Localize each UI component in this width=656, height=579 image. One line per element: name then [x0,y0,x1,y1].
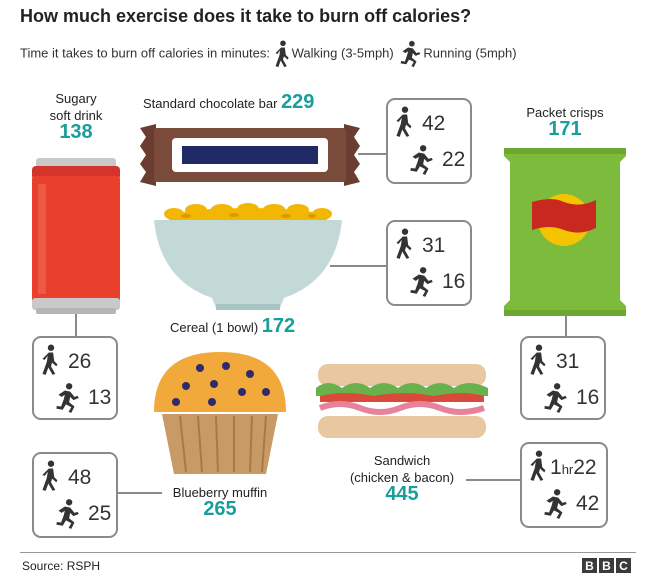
soft-drink-name-1: Sugary [55,91,97,106]
cereal-label: Cereal (1 bowl) 172 [170,315,296,337]
walking-icon [396,228,412,259]
sandwich-walk-hr-unit: hr [561,462,574,477]
connector-line [565,314,567,338]
chocolate-box: 42 22 [386,98,472,184]
soft-drink-walk: 26 [68,350,92,373]
muffin-calories: 265 [203,498,237,520]
sandwich-label: Sandwich (chicken & bacon) 445 [332,452,472,505]
sandwich-name-1: Sandwich [373,453,431,468]
muffin-walk: 48 [68,466,92,489]
walking-icon [275,40,289,68]
muffin-icon [154,352,286,474]
crisps-box: 31 16 [520,336,606,420]
legend-running: Running (5mph) [423,45,517,61]
chocolate-run: 22 [442,148,466,171]
cereal-box: 31 16 [386,220,472,306]
crisps-run: 16 [576,386,600,409]
walking-icon [530,344,546,375]
chocolate-label: Standard chocolate bar 229 [143,91,315,113]
chocolate-calories: 229 [281,91,315,113]
sandwich-walk: 1hr22 [550,456,597,480]
sandwich-walk-hours: 1 [550,456,562,479]
bbc-logo-b2: B [599,558,614,573]
muffin-label: Blueberry muffin 265 [160,484,280,520]
crisps-name: Packet crisps [526,105,604,120]
soft-drink-calories: 138 [59,121,93,143]
cereal-name: Cereal (1 bowl) [170,320,259,335]
cereal-walk: 31 [422,234,446,257]
cereal-bowl-icon [154,203,342,310]
sandwich-run: 42 [576,492,600,515]
crisps-walk: 31 [556,350,580,373]
soft-drink-label: Sugary soft drink 138 [30,90,122,143]
source-note: Source: RSPH [22,559,101,573]
running-icon [544,489,567,519]
running-icon [56,499,79,529]
crisps-packet-icon [504,148,626,316]
page-title: How much exercise does it take to burn o… [20,6,472,26]
muffin-name: Blueberry muffin [172,485,268,500]
chocolate-walk: 42 [422,112,446,135]
crisps-label: Packet crisps 171 [500,104,630,140]
chocolate-name: Standard chocolate bar [143,96,278,111]
subtitle: Time it takes to burn off calories in mi… [20,40,517,68]
running-icon [544,383,567,413]
running-icon [56,383,79,413]
sandwich-box: 1hr22 42 [520,442,608,528]
bbc-logo-c: C [616,558,631,573]
chocolate-bar-icon [140,124,360,186]
footer-divider [20,552,636,553]
soft-drink-box: 26 13 [32,336,118,420]
walking-icon [42,460,58,491]
soft-drink-name-2: soft drink [49,108,103,123]
bbc-logo: B B C [582,558,631,573]
running-icon [401,40,421,68]
running-icon [410,267,433,297]
walking-icon [42,344,58,375]
soft-drink-run: 13 [88,386,112,409]
connector-line [330,265,388,267]
crisps-calories: 171 [548,118,582,140]
cereal-run: 16 [442,270,466,293]
connector-line [118,492,162,494]
sandwich-icon [316,364,488,438]
soda-can-icon [32,158,120,314]
sandwich-walk-minutes: 22 [573,456,597,479]
sandwich-name-2: (chicken & bacon) [349,470,455,485]
connector-line [358,153,388,155]
subtitle-prefix: Time it takes to burn off calories in mi… [20,45,270,61]
walking-icon [396,106,412,137]
sandwich-calories: 445 [385,483,419,505]
connector-line [75,314,77,338]
connector-line [466,479,522,481]
cereal-calories: 172 [261,315,296,337]
muffin-run: 25 [88,502,112,525]
muffin-box: 48 25 [32,452,118,538]
walking-icon [530,450,546,481]
bbc-logo-b1: B [582,558,597,573]
running-icon [410,145,433,175]
legend-walking: Walking (3-5mph) [291,45,394,61]
